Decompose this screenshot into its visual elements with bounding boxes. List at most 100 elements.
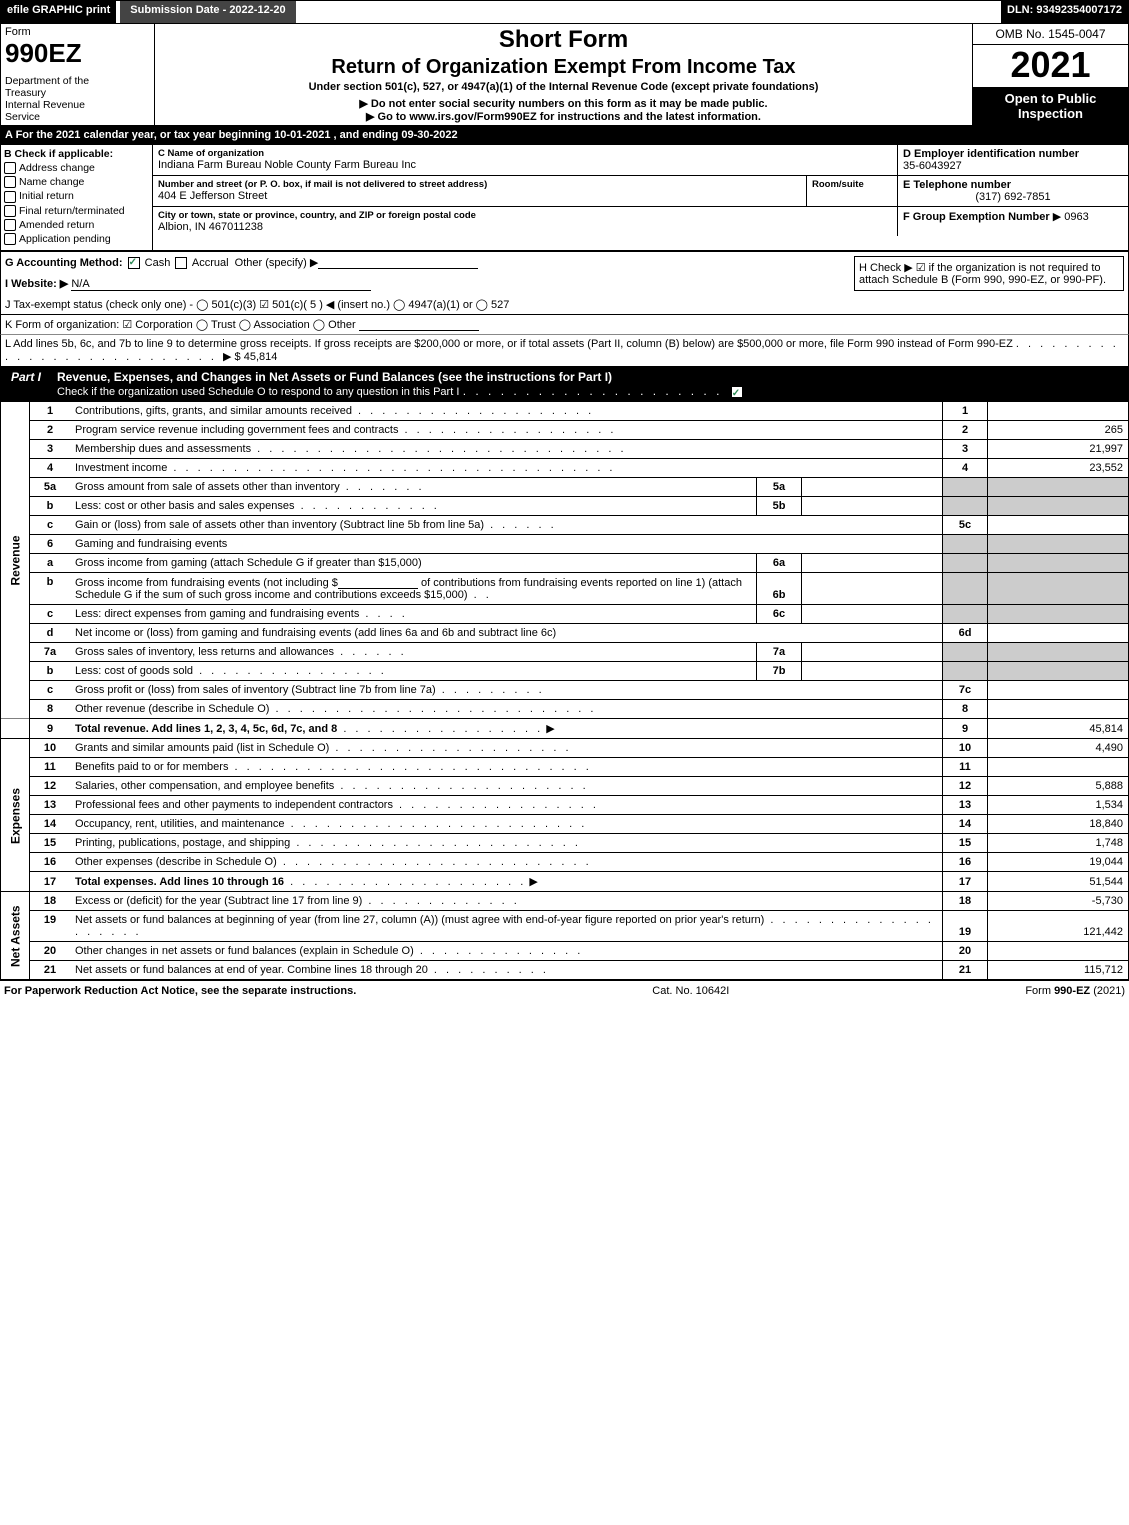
line-2-value: 265 [988, 421, 1129, 440]
line-5a-valgrey [988, 478, 1129, 497]
line-5a-desc: Gross amount from sale of assets other t… [75, 481, 340, 493]
line-5c-value [988, 516, 1129, 535]
checkbox-name-change[interactable] [4, 176, 16, 188]
page-footer: For Paperwork Reduction Act Notice, see … [0, 980, 1129, 1001]
part-1-title-text: Revenue, Expenses, and Changes in Net As… [57, 370, 612, 384]
subtitle-ssn-warning: ▶ Do not enter social security numbers o… [161, 97, 966, 110]
line-5c-num: c [30, 516, 71, 535]
line-18-rtnum: 18 [943, 892, 988, 911]
label-final-return: Final return/terminated [19, 205, 125, 217]
label-accrual: Accrual [192, 257, 229, 269]
line-7c-num: c [30, 681, 71, 700]
checkbox-address-change[interactable] [4, 162, 16, 174]
room-suite-label: Room/suite [812, 179, 892, 190]
line-6a-num: a [30, 554, 71, 573]
line-13-desc: Professional fees and other payments to … [75, 799, 393, 811]
vertical-tab-net-assets: Net Assets [1, 892, 30, 980]
tax-year: 2021 [973, 45, 1128, 85]
checkbox-final-return[interactable] [4, 205, 16, 217]
line-7a-num: 7a [30, 643, 71, 662]
telephone-value: (317) 692-7851 [903, 191, 1123, 203]
footer-form-word: Form [1025, 985, 1054, 997]
line-16-desc: Other expenses (describe in Schedule O) [75, 856, 277, 868]
checkbox-amended-return[interactable] [4, 219, 16, 231]
line-5b-midnum: 5b [757, 497, 802, 516]
label-initial-return: Initial return [19, 190, 74, 202]
checkbox-cash[interactable] [128, 257, 140, 269]
line-11-desc: Benefits paid to or for members [75, 761, 228, 773]
omb-number: OMB No. 1545-0047 [973, 24, 1128, 45]
line-7c-rtnum: 7c [943, 681, 988, 700]
telephone-label: E Telephone number [903, 179, 1123, 191]
line-6b-midnum: 6b [757, 573, 802, 605]
line-13-num: 13 [30, 796, 71, 815]
line-13-value: 1,534 [988, 796, 1129, 815]
line-7c-desc: Gross profit or (loss) from sales of inv… [75, 684, 436, 696]
line-6a-rtgrey [943, 554, 988, 573]
line-4-value: 23,552 [988, 459, 1129, 478]
form-number: 990EZ [5, 38, 150, 69]
org-name-label: C Name of organization [158, 148, 892, 159]
line-6d-rtnum: 6d [943, 624, 988, 643]
line-9-num: 9 [30, 719, 71, 739]
line-14-desc: Occupancy, rent, utilities, and maintena… [75, 818, 285, 830]
part-1-check-o-text: Check if the organization used Schedule … [57, 386, 459, 398]
checkbox-initial-return[interactable] [4, 191, 16, 203]
other-org-form-input[interactable] [359, 318, 479, 331]
form-header: Form 990EZ Department of theTreasuryInte… [0, 24, 1129, 125]
line-i-label: I Website: ▶ [5, 278, 68, 290]
line-15-value: 1,748 [988, 834, 1129, 853]
line-15-rtnum: 15 [943, 834, 988, 853]
line-7b-valgrey [988, 662, 1129, 681]
open-to-public-badge: Open to Public Inspection [973, 87, 1128, 125]
efile-graphic-print-button[interactable]: efile GRAPHIC print [1, 1, 116, 23]
subtitle-instructions-link[interactable]: ▶ Go to www.irs.gov/Form990EZ for instru… [161, 110, 966, 123]
city-value: Albion, IN 467011238 [158, 221, 892, 233]
line-4-desc: Investment income [75, 462, 167, 474]
org-name-value: Indiana Farm Bureau Noble County Farm Bu… [158, 159, 892, 171]
header-right-block: OMB No. 1545-0047 2021 Open to Public In… [972, 24, 1128, 125]
line-5c-desc: Gain or (loss) from sale of assets other… [75, 519, 484, 531]
line-19-rtnum: 19 [943, 911, 988, 942]
street-label: Number and street (or P. O. box, if mail… [158, 179, 801, 190]
checkbox-schedule-o[interactable] [731, 386, 743, 398]
part-1-header: Part I Revenue, Expenses, and Changes in… [0, 367, 1129, 402]
line-7c-value [988, 681, 1129, 700]
line-3-desc: Membership dues and assessments [75, 443, 251, 455]
website-value: N/A [71, 278, 371, 291]
other-method-input[interactable] [318, 256, 478, 269]
label-other-specify: Other (specify) ▶ [235, 257, 319, 269]
line-9-desc: Total revenue. Add lines 1, 2, 3, 4, 5c,… [75, 723, 337, 735]
line-8-num: 8 [30, 700, 71, 719]
checkbox-application-pending[interactable] [4, 233, 16, 245]
line-5a-num: 5a [30, 478, 71, 497]
form-number-block: Form 990EZ Department of theTreasuryInte… [1, 24, 155, 125]
line-6c-desc: Less: direct expenses from gaming and fu… [75, 608, 359, 620]
section-b-checkboxes: B Check if applicable: Address change Na… [1, 145, 153, 250]
line-7a-midval [802, 643, 943, 662]
line-3-rtnum: 3 [943, 440, 988, 459]
line-5b-rtgrey [943, 497, 988, 516]
line-16-num: 16 [30, 853, 71, 872]
line-7a-valgrey [988, 643, 1129, 662]
line-15-num: 15 [30, 834, 71, 853]
street-value: 404 E Jefferson Street [158, 190, 801, 202]
line-6b-valgrey [988, 573, 1129, 605]
line-6a-valgrey [988, 554, 1129, 573]
line-10-value: 4,490 [988, 739, 1129, 758]
line-20-value [988, 942, 1129, 961]
line-9-rtnum: 9 [943, 719, 988, 739]
line-6b-amount-input[interactable] [338, 576, 418, 589]
line-17-num: 17 [30, 872, 71, 892]
line-19-num: 19 [30, 911, 71, 942]
vertical-tab-revenue: Revenue [1, 402, 30, 719]
label-name-change: Name change [19, 176, 84, 188]
line-6-num: 6 [30, 535, 71, 554]
line-11-num: 11 [30, 758, 71, 777]
line-14-num: 14 [30, 815, 71, 834]
line-5c-rtnum: 5c [943, 516, 988, 535]
line-11-value [988, 758, 1129, 777]
checkbox-accrual[interactable] [175, 257, 187, 269]
line-6b-num: b [30, 573, 71, 605]
line-7b-midval [802, 662, 943, 681]
